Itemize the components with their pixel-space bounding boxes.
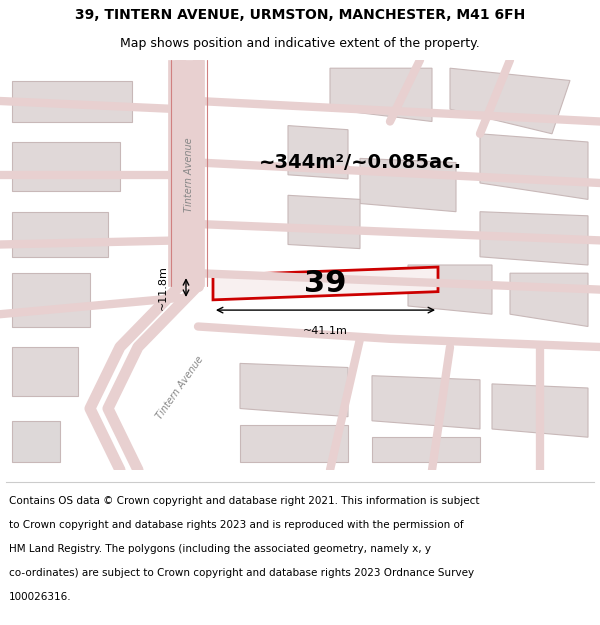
Polygon shape: [408, 265, 492, 314]
Polygon shape: [213, 267, 438, 300]
Text: Contains OS data © Crown copyright and database right 2021. This information is : Contains OS data © Crown copyright and d…: [9, 496, 479, 506]
Polygon shape: [240, 425, 348, 462]
Text: ~41.1m: ~41.1m: [303, 326, 348, 336]
Polygon shape: [510, 273, 588, 326]
Polygon shape: [492, 384, 588, 438]
Polygon shape: [372, 376, 480, 429]
Text: 39, TINTERN AVENUE, URMSTON, MANCHESTER, M41 6FH: 39, TINTERN AVENUE, URMSTON, MANCHESTER,…: [75, 8, 525, 22]
Polygon shape: [240, 363, 348, 417]
Polygon shape: [12, 142, 120, 191]
Text: Tintern Avenue: Tintern Avenue: [155, 354, 205, 421]
Polygon shape: [372, 438, 480, 462]
Text: ~11.8m: ~11.8m: [158, 265, 168, 310]
Text: Map shows position and indicative extent of the property.: Map shows position and indicative extent…: [120, 37, 480, 50]
Polygon shape: [12, 347, 78, 396]
Polygon shape: [360, 158, 456, 212]
Polygon shape: [330, 68, 432, 121]
Polygon shape: [12, 81, 132, 121]
Text: 39: 39: [304, 269, 347, 298]
Polygon shape: [480, 212, 588, 265]
Text: Tintern Avenue: Tintern Avenue: [184, 138, 194, 212]
Text: 100026316.: 100026316.: [9, 592, 71, 602]
Polygon shape: [12, 421, 60, 462]
Text: to Crown copyright and database rights 2023 and is reproduced with the permissio: to Crown copyright and database rights 2…: [9, 521, 464, 531]
Polygon shape: [12, 212, 108, 257]
Text: co-ordinates) are subject to Crown copyright and database rights 2023 Ordnance S: co-ordinates) are subject to Crown copyr…: [9, 568, 474, 578]
Text: ~344m²/~0.085ac.: ~344m²/~0.085ac.: [259, 153, 461, 172]
Polygon shape: [288, 195, 360, 249]
Polygon shape: [12, 273, 90, 326]
Polygon shape: [288, 126, 348, 179]
Polygon shape: [168, 60, 204, 286]
Polygon shape: [450, 68, 570, 134]
Text: HM Land Registry. The polygons (including the associated geometry, namely x, y: HM Land Registry. The polygons (includin…: [9, 544, 431, 554]
Polygon shape: [480, 134, 588, 199]
